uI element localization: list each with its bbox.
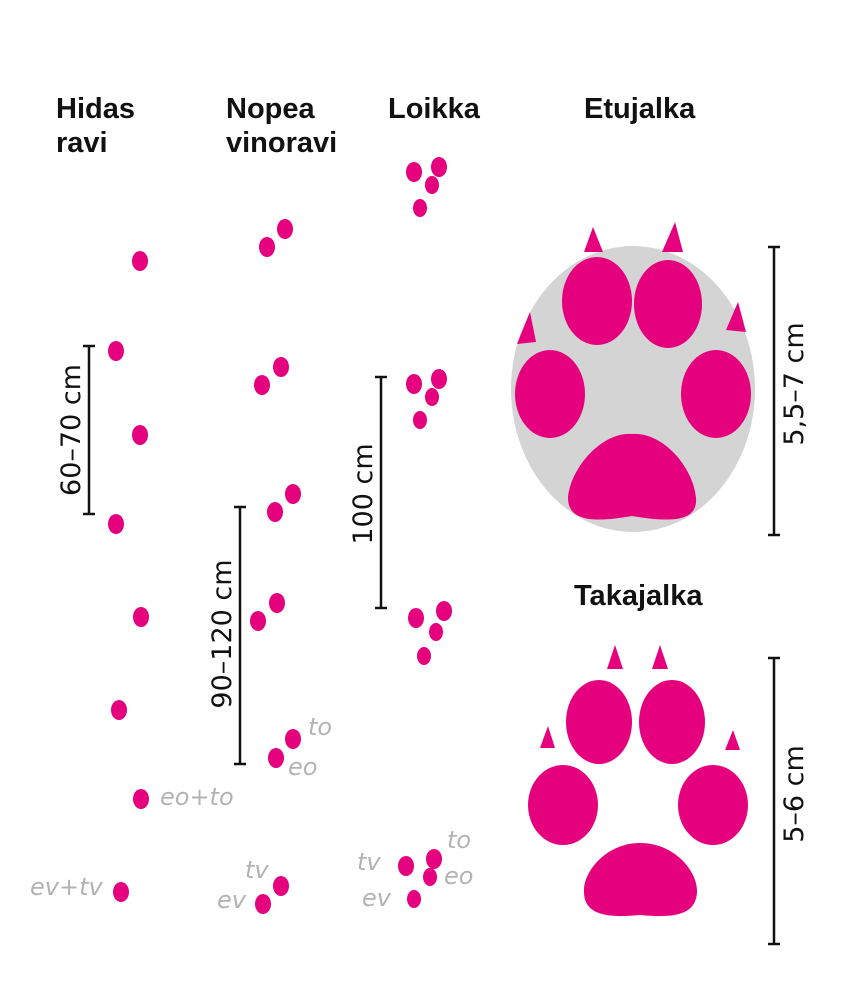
label-ev-tv: ev+tv xyxy=(30,873,103,901)
print xyxy=(133,607,149,627)
label-fast-to: to xyxy=(308,713,332,741)
heel-pad xyxy=(583,843,698,917)
print xyxy=(406,162,422,182)
print xyxy=(413,199,427,217)
label-gallop-eo: eo xyxy=(444,862,473,890)
claw xyxy=(517,312,536,344)
claw xyxy=(584,227,603,252)
print xyxy=(273,876,289,896)
print xyxy=(255,894,271,914)
claw xyxy=(725,730,740,750)
print xyxy=(108,341,124,361)
print xyxy=(285,729,301,749)
print xyxy=(407,890,421,908)
print xyxy=(268,748,284,768)
print xyxy=(425,388,439,406)
print xyxy=(413,411,427,429)
print xyxy=(408,608,424,628)
toe-pad xyxy=(562,257,632,345)
print xyxy=(431,157,447,177)
print xyxy=(398,856,414,876)
front-foot-measure-bar xyxy=(768,245,780,537)
print xyxy=(259,237,275,257)
label-eo-to: eo+to xyxy=(160,783,234,811)
heading-gallop: Loikka xyxy=(388,93,481,125)
front-foot-print xyxy=(511,222,755,532)
print xyxy=(426,849,442,869)
heading-slow-trot-line1: Hidas xyxy=(56,93,135,125)
claw xyxy=(662,222,683,252)
claw xyxy=(652,645,668,669)
toe-pad xyxy=(639,680,705,764)
heading-slow-trot-line2: ravi xyxy=(56,127,108,159)
toe-pad xyxy=(528,765,598,845)
print xyxy=(429,623,443,641)
label-gallop-ev: ev xyxy=(362,884,392,912)
fast-trot-prints xyxy=(250,219,301,914)
print xyxy=(277,219,293,239)
print xyxy=(417,647,431,665)
claw xyxy=(726,302,746,332)
print xyxy=(132,425,148,445)
toe-pad xyxy=(678,765,748,845)
gallop-measure-bar xyxy=(375,375,387,610)
hind-foot-print xyxy=(528,645,748,917)
toe-pad xyxy=(634,260,702,348)
print xyxy=(133,789,149,809)
print xyxy=(111,700,127,720)
print xyxy=(423,868,437,886)
print xyxy=(113,882,129,902)
print xyxy=(269,593,285,613)
claw xyxy=(607,645,623,669)
toe-pad xyxy=(566,680,632,764)
claw xyxy=(540,726,555,748)
gallop-prints xyxy=(398,157,452,908)
heading-fast-trot-line2: vinoravi xyxy=(226,127,337,159)
slow-trot-measure-bar xyxy=(83,344,95,516)
print xyxy=(273,357,289,377)
heading-front-foot: Etujalka xyxy=(584,93,696,125)
print xyxy=(406,374,422,394)
label-gallop-tv: tv xyxy=(357,848,381,876)
gallop-measure-label: 100 cm xyxy=(348,443,379,544)
toe-pad xyxy=(515,350,585,438)
print xyxy=(285,484,301,504)
slow-trot-measure-label: 60–70 cm xyxy=(56,364,87,496)
front-foot-measure-label: 5,5–7 cm xyxy=(779,322,810,445)
print xyxy=(108,514,124,534)
print xyxy=(267,502,283,522)
heading-fast-trot-line1: Nopea xyxy=(226,93,316,125)
label-fast-ev: ev xyxy=(217,886,247,914)
print xyxy=(254,375,270,395)
hind-foot-measure-label: 5–6 cm xyxy=(779,745,810,843)
toe-pad xyxy=(681,350,751,438)
print xyxy=(431,369,447,389)
print xyxy=(250,611,266,631)
label-gallop-to: to xyxy=(447,826,471,854)
heading-hind-foot: Takajalka xyxy=(574,580,703,612)
print xyxy=(425,176,439,194)
label-fast-tv: tv xyxy=(245,856,269,884)
hind-foot-measure-bar xyxy=(768,656,780,946)
print xyxy=(436,601,452,621)
fast-trot-measure-label: 90–120 cm xyxy=(207,559,238,708)
slow-trot-prints xyxy=(108,251,149,902)
label-fast-eo: eo xyxy=(288,753,317,781)
print xyxy=(132,251,148,271)
heel-pad xyxy=(568,433,697,520)
fast-trot-measure-bar xyxy=(234,505,246,766)
